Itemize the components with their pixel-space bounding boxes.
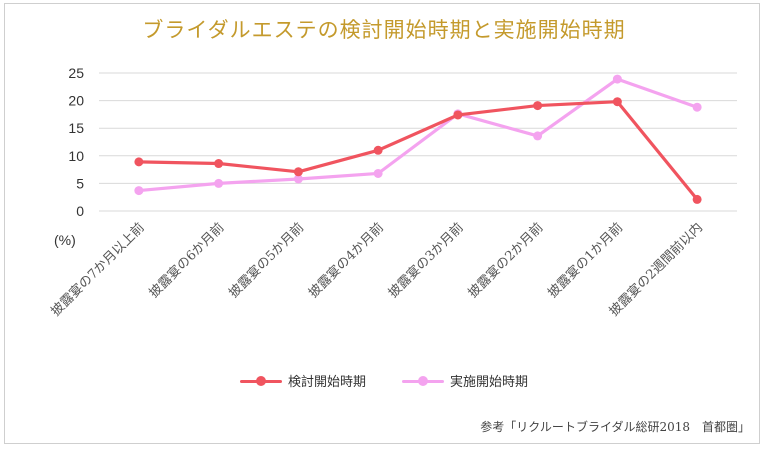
series-0-point-5	[533, 101, 543, 111]
legend-label-series-0: 検討開始時期	[287, 375, 366, 390]
chart-title: ブライダルエステの検討開始時期と実施開始時期	[142, 18, 626, 42]
y-tick-label-4: 20	[68, 93, 84, 109]
y-tick-label-1: 5	[76, 175, 84, 191]
legend: 検討開始時期 実施開始時期	[0, 371, 768, 390]
y-axis-unit-label: (%)	[54, 232, 76, 248]
series-1-point-5	[533, 131, 543, 141]
x-tick-label-5: 披露宴の2か月前	[465, 220, 547, 302]
series-0-point-1	[214, 159, 224, 169]
legend-item-series-1: 実施開始時期	[402, 371, 528, 390]
x-tick-label-4: 披露宴の3か月前	[385, 220, 467, 302]
chart-frame	[4, 3, 760, 444]
series-0-point-3	[373, 145, 383, 155]
series-0-point-0	[134, 157, 144, 167]
y-tick-label-3: 15	[68, 120, 84, 136]
series-1-point-3	[373, 168, 383, 178]
legend-item-series-0: 検討開始時期	[239, 371, 366, 390]
y-tick-label-2: 10	[68, 148, 84, 164]
series-1-point-7	[692, 102, 702, 112]
x-tick-label-2: 披露宴の5か月前	[226, 220, 308, 302]
series-0-point-7	[692, 194, 702, 204]
series-1-point-6	[612, 74, 622, 84]
series-line-0	[137, 100, 699, 202]
plot-area: 0510152025披露宴の7か月以上前披露宴の6か月前披露宴の5か月前披露宴の…	[48, 65, 737, 319]
series-1-point-2	[293, 174, 303, 184]
series-line-1	[137, 77, 699, 193]
series-1-point-1	[214, 178, 224, 188]
y-tick-label-0: 0	[76, 203, 84, 219]
series-0-point-6	[612, 97, 622, 107]
x-tick-label-6: 披露宴の1か月前	[545, 220, 627, 302]
series-0-point-4	[453, 110, 463, 120]
series-0-point-2	[293, 167, 303, 177]
legend-swatch-series-0	[239, 375, 282, 387]
legend-swatch-series-1	[402, 375, 444, 387]
x-tick-label-1: 披露宴の6か月前	[146, 220, 228, 302]
y-tick-label-5: 25	[68, 65, 84, 81]
source-note: 参考「リクルートブライダル総研2018 首都圏」	[480, 420, 750, 434]
legend-label-series-1: 実施開始時期	[450, 375, 529, 390]
series-1-point-0	[134, 186, 144, 196]
x-tick-label-3: 披露宴の4か月前	[305, 220, 387, 302]
